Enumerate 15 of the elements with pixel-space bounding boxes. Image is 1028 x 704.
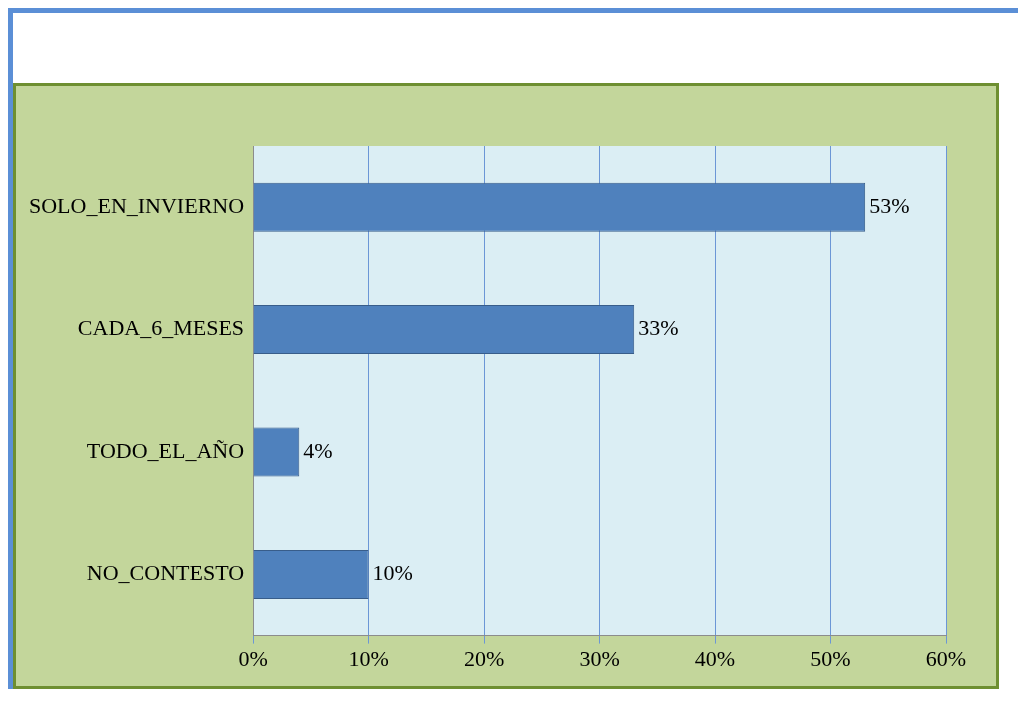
y-tick-label: TODO_EL_AÑO	[86, 437, 245, 463]
data-label: 10%	[372, 560, 413, 586]
y-tick-label: CADA_6_MESES	[77, 315, 245, 341]
x-tick-label: 0%	[238, 645, 268, 671]
y-tick-label: NO_CONTESTO	[86, 560, 245, 586]
x-tick-label: 20%	[463, 645, 505, 671]
x-tick-label: 10%	[348, 645, 389, 671]
data-label: 33%	[638, 315, 679, 341]
x-tick-label: 50%	[810, 645, 851, 671]
x-tick-label: 30%	[579, 645, 620, 671]
data-label: 53%	[869, 192, 910, 218]
x-tick-label: 40%	[694, 645, 736, 671]
y-tick-label: SOLO_EN_INVIERNO	[29, 192, 245, 218]
x-tick-label: 60%	[925, 645, 967, 671]
data-label: 4%	[303, 437, 333, 463]
